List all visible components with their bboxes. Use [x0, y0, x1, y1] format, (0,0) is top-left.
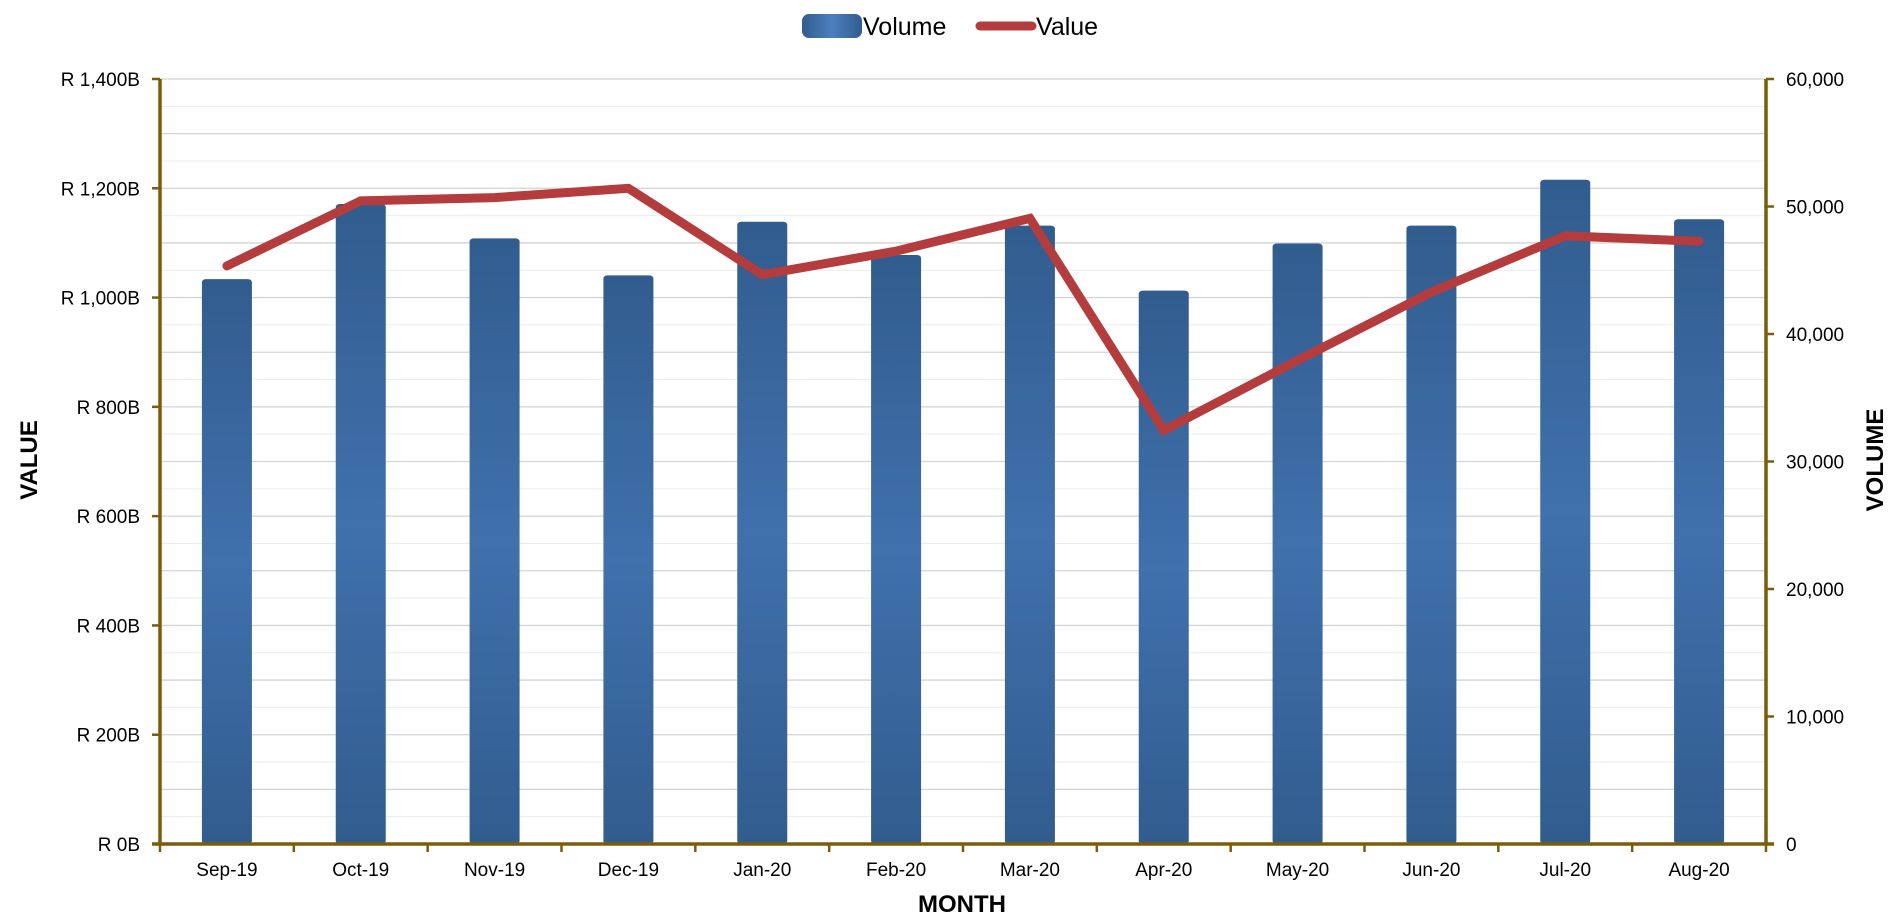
volume-bar-feb-20 [871, 254, 922, 844]
y-left-tick-label: R 600B [77, 507, 140, 528]
volume-bar-jun-20 [1406, 225, 1457, 844]
x-tick-label: Sep-19 [196, 860, 257, 881]
y-right-tick-label: 30,000 [1786, 453, 1844, 474]
y-left-axis-title: VALUE [16, 420, 43, 500]
x-tick-label: Mar-20 [1000, 860, 1060, 881]
volume-bar-mar-20 [1004, 225, 1055, 844]
y-left-tick-label: R 1,000B [61, 289, 140, 310]
value-point-jun-20 [1430, 291, 1432, 293]
y-left-tick-label: R 1,200B [61, 179, 140, 200]
volume-bar-sep-19 [201, 279, 252, 844]
value-point-feb-20 [895, 250, 897, 252]
value-point-mar-20 [1029, 217, 1031, 219]
volume-bar-jan-20 [737, 221, 788, 845]
x-tick-label: Oct-19 [332, 860, 389, 881]
value-point-aug-20 [1698, 240, 1700, 242]
value-point-apr-20 [1163, 429, 1165, 431]
volume-bars [201, 179, 1725, 845]
value-point-may-20 [1297, 359, 1299, 361]
y-left-tick-label: R 200B [77, 726, 140, 747]
volume-bar-aug-20 [1674, 219, 1725, 844]
y-left-tick-label: R 400B [77, 616, 140, 637]
x-tick-label: Jun-20 [1402, 860, 1460, 881]
volume-bar-jul-20 [1540, 179, 1591, 845]
legend-swatch-volume [802, 14, 862, 38]
legend: Volume Value [802, 13, 1098, 41]
volume-bar-apr-20 [1138, 290, 1189, 844]
x-tick-label: Jul-20 [1539, 860, 1591, 881]
x-tick-label: Aug-20 [1668, 860, 1729, 881]
y-right-tick-label: 10,000 [1786, 708, 1844, 729]
volume-bar-dec-19 [603, 275, 654, 845]
value-series-line [222, 183, 1704, 437]
x-tick-label: Apr-20 [1135, 860, 1192, 881]
value-point-sep-19 [226, 265, 228, 267]
volume-bar-may-20 [1272, 243, 1323, 845]
x-tick-label: Jan-20 [733, 860, 791, 881]
volume-bar-nov-19 [469, 238, 520, 844]
axes [152, 77, 1774, 852]
volume-bar-oct-19 [335, 203, 386, 844]
y-left-tick-label: R 0B [98, 835, 140, 856]
x-tick-label: May-20 [1266, 860, 1329, 881]
value-point-nov-19 [494, 197, 496, 199]
value-point-jan-20 [761, 274, 763, 276]
y-right-tick-label: 60,000 [1786, 70, 1844, 91]
value-point-jul-20 [1564, 235, 1566, 237]
x-tick-label: Nov-19 [464, 860, 525, 881]
tick-labels: Sep-19 Oct-19 Nov-19 Dec-19 Jan-20 Feb-20 Mar-… [61, 70, 1844, 881]
y-right-axis-title: VOLUME [1862, 409, 1889, 512]
value-point-oct-19 [360, 200, 362, 202]
y-left-tick-label: R 800B [77, 398, 140, 419]
legend-item-value: Value [975, 13, 1098, 41]
value-line [222, 183, 1704, 437]
x-axis-title: MONTH [918, 891, 1006, 916]
y-right-tick-label: 50,000 [1786, 198, 1844, 219]
grid-lines [160, 78, 1766, 818]
y-right-tick-label: 40,000 [1786, 325, 1844, 346]
y-right-tick-label: 20,000 [1786, 580, 1844, 601]
y-left-tick-label: R 1,400B [61, 70, 140, 91]
legend-item-volume: Volume [802, 13, 946, 41]
legend-label-volume: Volume [863, 13, 946, 41]
value-point-dec-19 [627, 187, 629, 189]
legend-label-value: Value [1036, 13, 1098, 41]
x-tick-label: Dec-19 [598, 860, 659, 881]
y-right-tick-label: 0 [1786, 835, 1797, 856]
x-tick-label: Feb-20 [866, 860, 926, 881]
